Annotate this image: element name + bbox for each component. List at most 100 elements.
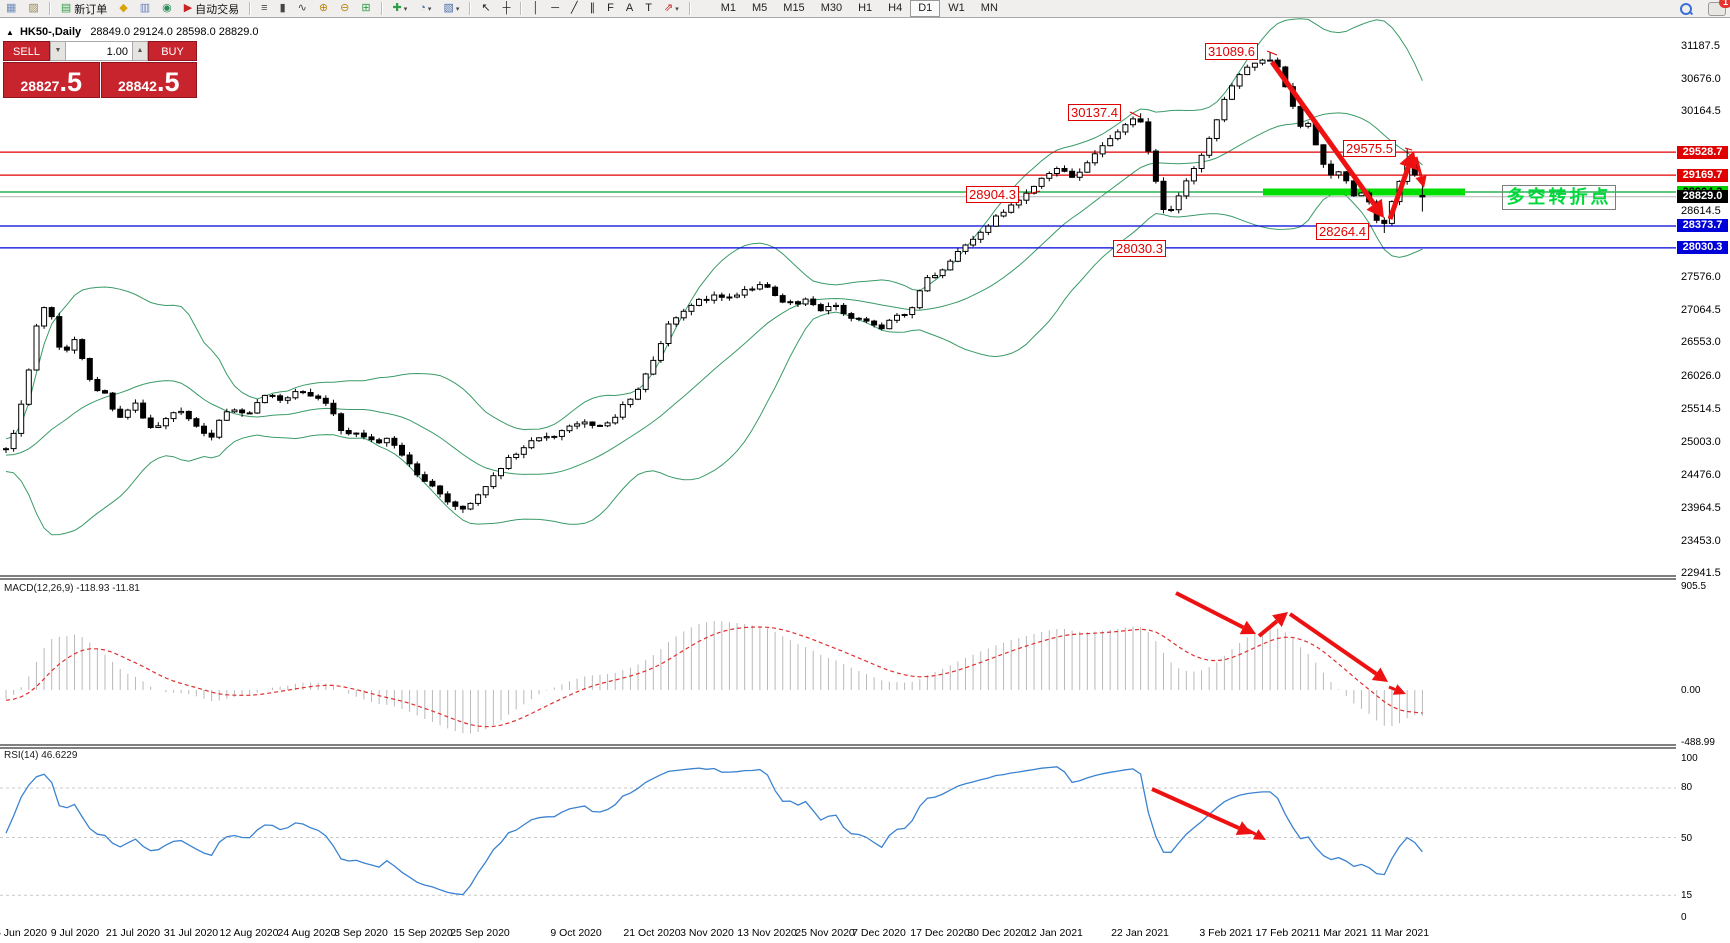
cursor-icon[interactable]: ↖ [476, 0, 495, 17]
arrows-icon[interactable]: ⇗ ▾ [659, 0, 684, 17]
alerts-icon[interactable]: ◉ [157, 0, 177, 17]
toolbar-separator [249, 2, 252, 15]
toolbar: ▦ ▨ ▤ 新订单 ◆ ▥ ◉ ▶ 自动交易 ≡ ▮ ∿ ⊕ ⊖ ⊞ ✚ ▾ ◔ ▾ ▧ ▾ ↖ ┼ │ ─ ╱ ∥ F A T ⇗ ▾ M1 M… [0, 0, 1730, 18]
macd-label: MACD(12,26,9) -118.93 -11.81 [4, 583, 140, 594]
candlestick-chart-icon[interactable]: ▮ [275, 0, 291, 17]
new-chart-icon[interactable]: ▦ [1, 0, 21, 17]
text-icon: A [625, 2, 634, 14]
zoom-in-icon[interactable]: ⊕ [314, 0, 333, 17]
rsi-axis-tick: 50 [1681, 833, 1693, 844]
chevron-down-icon[interactable]: ▾ [675, 5, 679, 13]
timeframe-H1[interactable]: H1 [858, 2, 873, 14]
new-chart-icon: ▦ [6, 2, 17, 14]
zoom-out-icon[interactable]: ⊖ [335, 0, 354, 17]
search-icon[interactable] [1680, 2, 1692, 15]
date-axis[interactable]: 6 Jun 2020 9 Jul 2020 21 Jul 2020 31 Jul 20… [0, 923, 1730, 943]
indicators-icon[interactable]: ✚ ▾ [388, 0, 413, 17]
market-watch-icon[interactable]: ◆ [114, 0, 132, 17]
price-tick: 28614.5 [1681, 204, 1721, 217]
sell-button[interactable]: SELL [3, 41, 51, 61]
auto-trading-icon-label: 自动交易 [195, 3, 240, 16]
timeframe-H4[interactable]: H4 [888, 2, 903, 14]
toolbar-separator [380, 2, 383, 15]
volume-down-button[interactable]: ▼ [50, 41, 67, 61]
text-icon[interactable]: A [621, 0, 638, 17]
price-annotation-label[interactable]: 31089.6 [1205, 43, 1258, 60]
price-annotation-label[interactable]: 30137.4 [1068, 104, 1121, 121]
chevron-down-icon[interactable]: ▾ [427, 5, 432, 13]
date-tick: 13 Nov 2020 [737, 927, 797, 939]
price-tick: 30164.5 [1681, 105, 1721, 118]
volume-input[interactable]: 1.00 [66, 41, 133, 61]
vertical-line-icon[interactable]: │ [527, 0, 544, 17]
sell-price-button[interactable]: 28827 .5 [3, 62, 100, 98]
date-tick: 6 Jun 2020 [0, 927, 47, 939]
periods-icon: ◔ [419, 2, 426, 14]
toolbar-buttons: ▦ ▨ ▤ 新订单 ◆ ▥ ◉ ▶ 自动交易 ≡ ▮ ∿ ⊕ ⊖ ⊞ ✚ ▾ ◔ ▾ ▧ ▾ ↖ ┼ │ ─ ╱ ∥ F A T ⇗ ▾ M1 M… [0, 0, 1680, 17]
volume-up-button[interactable]: ▲ [132, 41, 149, 61]
chart-ohlc-info: ▲ HK50-,Daily 28849.0 29124.0 28598.0 28… [6, 26, 259, 38]
timeframe-MN[interactable]: MN [980, 2, 998, 14]
chevron-down-icon[interactable]: ▾ [403, 5, 408, 13]
date-tick: 31 Jul 2020 [163, 927, 219, 939]
timeframe-W1[interactable]: W1 [948, 2, 965, 14]
price-annotation-label[interactable]: 28264.4 [1316, 223, 1369, 240]
price-tick: 30676.0 [1681, 72, 1721, 85]
mobile-terminal-icon[interactable]: ▥ [135, 0, 155, 17]
date-tick: 3 Nov 2020 [680, 927, 734, 939]
auto-trading-icon[interactable]: ▶ 自动交易 [179, 0, 244, 17]
timeframe-D1[interactable]: D1 [910, 0, 941, 17]
trendline-icon[interactable]: ╱ [566, 0, 583, 17]
crosshair-icon[interactable]: ┼ [498, 0, 516, 17]
date-tick: 7 Dec 2020 [852, 927, 906, 939]
price-tick: 26553.0 [1681, 336, 1721, 349]
templates-icon[interactable]: ▧ ▾ [438, 0, 464, 17]
line-chart-icon[interactable]: ∿ [293, 0, 312, 17]
price-annotation-label[interactable]: 28904.3 [966, 186, 1019, 203]
price-annotation-label[interactable]: 28030.3 [1113, 240, 1166, 257]
date-tick: 24 Aug 2020 [277, 927, 337, 939]
timeframe-M5[interactable]: M5 [752, 2, 768, 14]
price-level-tag: 29528.7 [1677, 145, 1728, 159]
toolbar-separator [469, 2, 472, 15]
zoom-out-icon: ⊖ [340, 2, 350, 14]
tile-windows-icon: ⊞ [361, 2, 371, 14]
new-order-icon[interactable]: ▤ 新订单 [56, 0, 112, 17]
ohlc-bars-icon[interactable]: ≡ [256, 0, 272, 17]
price-tick: 25003.0 [1681, 435, 1721, 448]
fibonacci-icon[interactable]: F [602, 0, 619, 17]
new-order-icon: ▤ [60, 2, 72, 14]
fibonacci-icon: F [607, 2, 614, 14]
turning-point-note[interactable]: 多空转折点 [1502, 185, 1616, 210]
text-label-icon[interactable]: T [640, 0, 657, 17]
date-tick: 22 Jan 2021 [1111, 927, 1169, 939]
price-annotation-label[interactable]: 29575.5 [1343, 140, 1396, 157]
price-axis[interactable]: 31187.5 30676.0 30164.5 28614.5 27576.0 27064… [1676, 18, 1730, 923]
timeframe-M15[interactable]: M15 [783, 2, 805, 14]
profiles-icon[interactable]: ▨ [23, 0, 43, 17]
equidistant-channel-icon: ∥ [589, 2, 596, 14]
periods-icon[interactable]: ◔ ▾ [414, 0, 436, 17]
buy-price-button[interactable]: 28842 .5 [100, 62, 197, 98]
crosshair-icon: ┼ [502, 2, 511, 14]
price-level-tag: 28030.3 [1677, 241, 1728, 255]
timeframe-M30[interactable]: M30 [820, 2, 843, 14]
profiles-icon: ▨ [28, 2, 39, 14]
price-tick: 25514.5 [1681, 402, 1721, 415]
timeframe-M1[interactable]: M1 [720, 2, 736, 14]
chevron-down-icon[interactable]: ▾ [455, 5, 460, 13]
chat-icon[interactable]: 1 [1708, 0, 1730, 16]
buy-price-main: 28842 [118, 78, 157, 94]
collapse-arrow-icon[interactable]: ▲ [6, 28, 14, 37]
date-tick: 21 Jul 2020 [105, 927, 161, 939]
equidistant-channel-icon[interactable]: ∥ [585, 0, 601, 17]
buy-button[interactable]: BUY [148, 41, 197, 61]
horizontal-line-icon[interactable]: ─ [546, 0, 564, 17]
macd-axis-tick: -488.99 [1681, 737, 1715, 748]
tile-windows-icon[interactable]: ⊞ [356, 0, 375, 17]
candlestick-chart-icon: ▮ [279, 2, 286, 14]
symbol-period-label: HK50-,Daily [19, 26, 82, 38]
rsi-axis-tick: 80 [1681, 782, 1693, 793]
